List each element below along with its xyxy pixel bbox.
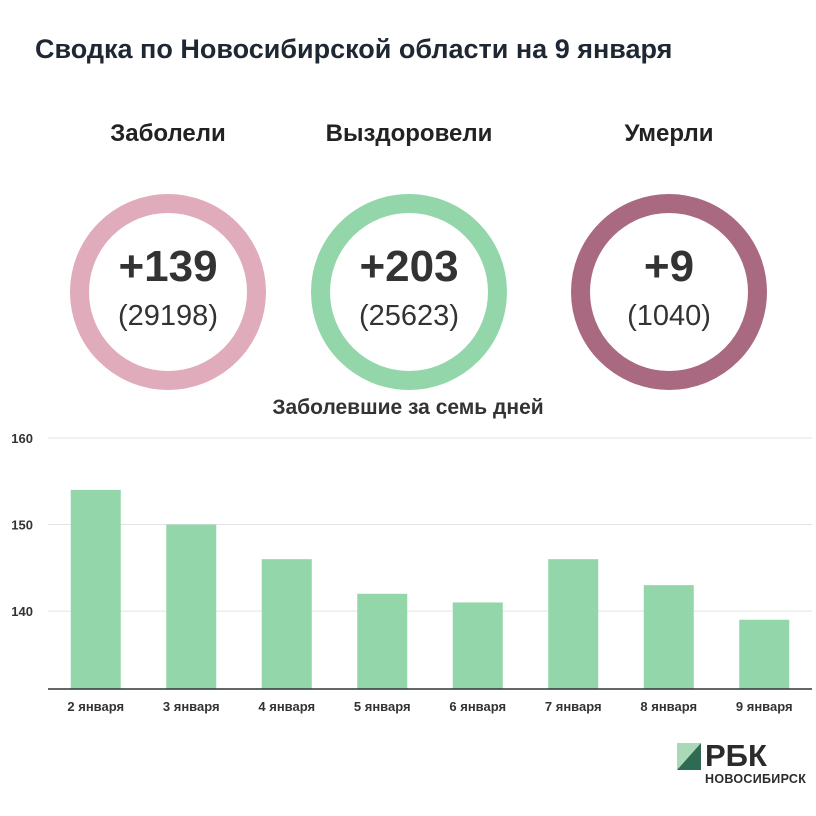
page-title: Сводка по Новосибирской области на 9 янв… [35,34,673,64]
x-tick-label: 3 января [163,699,220,714]
x-tick-label: 9 января [736,699,793,714]
stat-label: Умерли [624,120,714,147]
rbc-logo-mark-icon [677,743,701,770]
stat-infected: Заболели +139 (29198) [48,119,288,390]
x-tick-label: 5 января [354,699,411,714]
stat-label: Заболели [110,120,226,147]
bar-chart: 140 150 160 2 января 3 января 4 января 5 январ… [11,431,812,714]
bar [739,619,790,689]
stat-recovered: Выздоровели +203 (25623) [289,119,529,390]
logo-mark-dark [677,743,701,770]
bar [166,524,217,689]
stat-label: Выздоровели [325,120,493,147]
rbc-logo: РБК НОВОСИБИРСК [677,738,812,788]
bar [70,489,121,689]
x-tick-label: 7 января [545,699,602,714]
logo-city: НОВОСИБИРСК [705,772,807,786]
stat-delta: +139 [118,242,218,291]
x-tick-label: 4 января [258,699,315,714]
stat-deaths: Умерли +9 (1040) [549,119,789,390]
x-tick-label: 6 января [449,699,506,714]
bar [452,602,503,689]
bar [548,559,599,689]
stat-ring: +139 (29198) [70,194,266,390]
x-tick-label: 8 января [640,699,697,714]
y-tick-label: 160 [11,431,33,446]
chart-title: Заболевшие за семь дней [272,396,544,419]
stat-delta: +203 [359,242,459,291]
stat-total: (29198) [118,300,218,332]
y-tick-label: 140 [11,604,33,619]
bar [261,559,312,689]
x-tick-label: 2 января [67,699,124,714]
logo-brand: РБК [705,738,767,773]
stat-total: (25623) [359,300,459,332]
bar [643,585,694,689]
stat-total: (1040) [627,300,711,332]
y-tick-label: 150 [11,518,33,533]
stat-ring: +203 (25623) [311,194,507,390]
bar [357,593,408,689]
stat-delta: +9 [643,242,695,291]
stat-ring: +9 (1040) [571,194,767,390]
